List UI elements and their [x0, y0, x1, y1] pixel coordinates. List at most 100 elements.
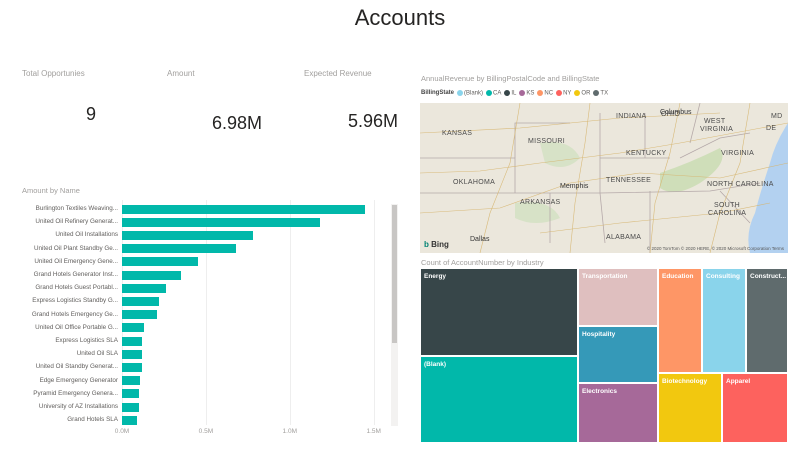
- map-label-kentucky: KENTUCKY: [626, 150, 667, 157]
- bar-gridline: [205, 200, 207, 425]
- bar[interactable]: [122, 283, 166, 293]
- map-city-memphis: Memphis: [560, 183, 588, 190]
- bar[interactable]: [122, 310, 158, 320]
- legend-dot-icon: [504, 90, 511, 96]
- treemap-cell-label: Apparel: [726, 378, 751, 385]
- bar[interactable]: [122, 323, 144, 333]
- kpi-expected-revenue-value[interactable]: 5.96M: [348, 111, 399, 131]
- bar-x-tick: 0.0M: [114, 428, 130, 435]
- map-label-md: MD: [771, 113, 783, 120]
- map-legend[interactable]: BillingState (Blank) CA IL KS NC NY OR TX: [421, 90, 608, 97]
- map-label-de: DE: [766, 125, 777, 132]
- kpi-total-opportunities-value[interactable]: 9: [86, 104, 97, 124]
- bar-category-label: United Oil SLA: [76, 350, 118, 358]
- bar-x-tick: 1.5M: [366, 428, 381, 435]
- bar[interactable]: [122, 415, 138, 425]
- bing-label: Bing: [431, 240, 449, 249]
- map-label-oklahoma: OKLAHOMA: [453, 179, 496, 186]
- map-label-alabama: ALABAMA: [606, 234, 642, 241]
- bar[interactable]: [122, 230, 253, 240]
- map-visual[interactable]: KANSAS MISSOURI INDIANA OHIO WEST VIRGIN…: [420, 103, 788, 253]
- map-label-south-carolina-2: CAROLINA: [708, 210, 747, 217]
- map-city-columbus: Columbus: [660, 109, 692, 116]
- bar-plot-area: [122, 200, 382, 425]
- map-label-indiana: INDIANA: [616, 113, 647, 120]
- map-legend-label: KS: [526, 90, 535, 97]
- treemap-cell[interactable]: Construct...: [746, 268, 788, 373]
- map-legend-item[interactable]: OR: [574, 90, 590, 97]
- bar[interactable]: [122, 257, 198, 267]
- bing-icon: b: [424, 240, 429, 249]
- bar-category-label: Express Logistics Standby G...: [32, 297, 118, 305]
- amount-by-name-chart[interactable]: Burlington Textiles Weaving... United Oil…: [0, 200, 410, 440]
- legend-dot-icon: [593, 90, 600, 96]
- map-label-virginia: VIRGINIA: [721, 150, 755, 157]
- treemap-cell[interactable]: Apparel: [722, 373, 788, 443]
- map-legend-item[interactable]: IL: [504, 90, 516, 97]
- bar[interactable]: [122, 376, 141, 386]
- map-legend-label: TX: [600, 90, 609, 97]
- map-title: AnnualRevenue by BillingPostalCode and B…: [421, 74, 600, 83]
- bar[interactable]: [122, 217, 320, 227]
- bar[interactable]: [122, 362, 143, 372]
- treemap-chart[interactable]: Energy (Blank) Transportation Hospitality El…: [420, 268, 788, 443]
- bar-category-label: Edge Emergency Generator: [39, 376, 118, 384]
- legend-dot-icon: [519, 90, 526, 96]
- amount-by-name-title: Amount by Name: [22, 186, 80, 195]
- bar[interactable]: [122, 389, 139, 399]
- treemap-cell[interactable]: Biotechnology: [658, 373, 722, 443]
- bar-x-tick: 1.0M: [282, 428, 298, 435]
- bar[interactable]: [122, 244, 237, 254]
- map-legend-item[interactable]: TX: [593, 90, 608, 97]
- bar-category-label: University of AZ Installations: [38, 403, 118, 410]
- map-legend-label: IL: [511, 90, 517, 97]
- treemap-cell[interactable]: Hospitality: [578, 326, 658, 383]
- bar-category-label: Grand Hotels Emergency Ge...: [31, 310, 118, 318]
- bar[interactable]: [122, 349, 143, 359]
- legend-dot-icon: [486, 90, 493, 96]
- map-copyright[interactable]: © 2020 TomTom © 2020 HERE, © 2020 Micros…: [646, 246, 784, 251]
- map-city-dallas: Dallas: [470, 236, 489, 243]
- bar[interactable]: [122, 336, 143, 346]
- map-label-west-virginia-1: WEST: [704, 118, 726, 125]
- treemap-cell[interactable]: Transportation: [578, 268, 658, 326]
- forest-patch: [540, 142, 580, 167]
- bar-category-label: United Oil Standby Generat...: [35, 363, 118, 371]
- bar-chart-scrollbar[interactable]: [391, 204, 398, 426]
- map-label-north-carolina: NORTH CAROLINA: [707, 181, 774, 188]
- roads: [420, 103, 788, 253]
- bar-x-tick: 0.5M: [198, 428, 214, 435]
- bar-category-label: United Oil Plant Standby Ge...: [33, 244, 118, 252]
- bar-category-label: Grand Hotels Generator Inst...: [33, 271, 118, 278]
- treemap-cell[interactable]: Education: [658, 268, 702, 373]
- map-legend-item[interactable]: (Blank): [457, 90, 483, 97]
- treemap-cell-label: Consulting: [706, 273, 740, 280]
- bar[interactable]: [122, 204, 366, 214]
- treemap-cell-label: Hospitality: [582, 331, 616, 338]
- legend-dot-icon: [537, 90, 544, 96]
- bar[interactable]: [122, 402, 139, 412]
- treemap-cell[interactable]: Energy: [420, 268, 578, 356]
- map-legend-item[interactable]: NC: [537, 90, 553, 97]
- bar-chart-scroll-thumb[interactable]: [392, 205, 397, 343]
- bar-category-label: Express Logistics SLA: [55, 337, 118, 344]
- treemap-cell[interactable]: (Blank): [420, 356, 578, 443]
- map-label-south-carolina-1: SOUTH: [714, 202, 740, 209]
- forest-patch: [515, 202, 560, 223]
- map-label-missouri: MISSOURI: [528, 138, 566, 145]
- kpi-amount-value[interactable]: 6.98M: [212, 113, 263, 133]
- map-legend-item[interactable]: NY: [556, 90, 571, 97]
- treemap-cell-label: Construct...: [750, 273, 787, 280]
- page-title: Accounts: [354, 5, 446, 30]
- legend-dot-icon: [574, 90, 581, 96]
- treemap-cell[interactable]: Consulting: [702, 268, 746, 373]
- bar[interactable]: [122, 270, 181, 280]
- bar[interactable]: [122, 296, 159, 306]
- kpi-total-opportunities-label: Total Opportunies: [22, 69, 85, 78]
- map-legend-item[interactable]: KS: [519, 90, 534, 97]
- bar-category-labels: Burlington Textiles Weaving... United Oil…: [0, 200, 118, 425]
- bar-category-label: Grand Hotels SLA: [67, 416, 118, 424]
- map-legend-item[interactable]: CA: [486, 90, 501, 97]
- treemap-cell[interactable]: Electronics: [578, 383, 658, 443]
- map-legend-label: NY: [563, 90, 572, 97]
